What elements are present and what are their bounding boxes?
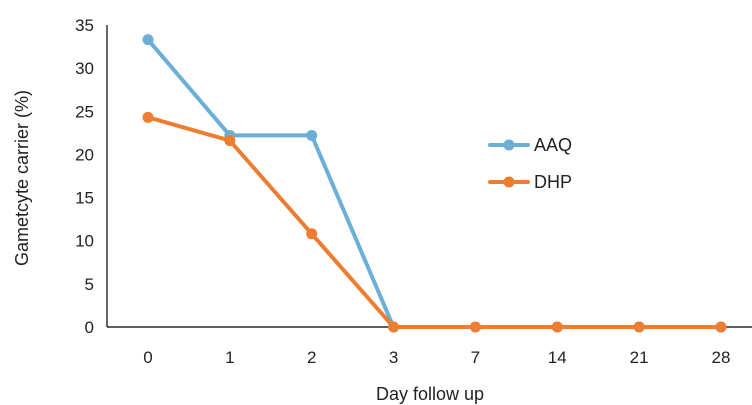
data-point [551, 321, 563, 333]
y-tick-label: 15 [75, 189, 94, 208]
legend-label: DHP [534, 172, 572, 192]
data-point [142, 111, 154, 123]
legend-marker [503, 176, 515, 188]
data-point [224, 135, 236, 147]
x-axis-title: Day follow up [376, 384, 484, 404]
legend-item: DHP [488, 172, 572, 192]
x-tick-label: 14 [548, 348, 567, 367]
x-tick-label: 3 [389, 348, 398, 367]
series-dhp [142, 111, 727, 333]
legend-label: AAQ [534, 135, 572, 155]
axes [106, 25, 752, 328]
y-axis-title: Gametcyte carrier (%) [12, 90, 32, 266]
x-tick-label: 28 [711, 348, 730, 367]
series-aaq [142, 34, 727, 333]
x-tick-label: 7 [471, 348, 480, 367]
data-point [388, 321, 400, 333]
x-tick-label: 0 [143, 348, 152, 367]
y-tick-label: 0 [85, 318, 94, 337]
data-point [469, 321, 481, 333]
y-tick-label: 30 [75, 59, 94, 78]
y-tick-label: 10 [75, 232, 94, 251]
legend-item: AAQ [488, 135, 572, 155]
data-point [306, 228, 318, 240]
data-point [142, 34, 154, 46]
y-tick-labels: 0 5 10 15 20 25 30 35 [75, 16, 94, 337]
series-layer [142, 34, 727, 333]
y-tick-label: 35 [75, 16, 94, 35]
x-tick-labels: 0 1 2 3 7 14 21 28 [143, 348, 730, 367]
y-tick-label: 20 [75, 145, 94, 164]
data-point [306, 129, 318, 141]
legend: AAQ DHP [488, 135, 572, 192]
series-line [146, 115, 723, 329]
y-tick-label: 25 [75, 102, 94, 121]
legend-marker [503, 139, 515, 151]
y-tick-label: 5 [85, 275, 94, 294]
data-point [715, 321, 727, 333]
x-tick-label: 1 [225, 348, 234, 367]
x-tick-label: 2 [307, 348, 316, 367]
series-line [146, 37, 723, 329]
x-tick-label: 21 [630, 348, 649, 367]
data-point [633, 321, 645, 333]
